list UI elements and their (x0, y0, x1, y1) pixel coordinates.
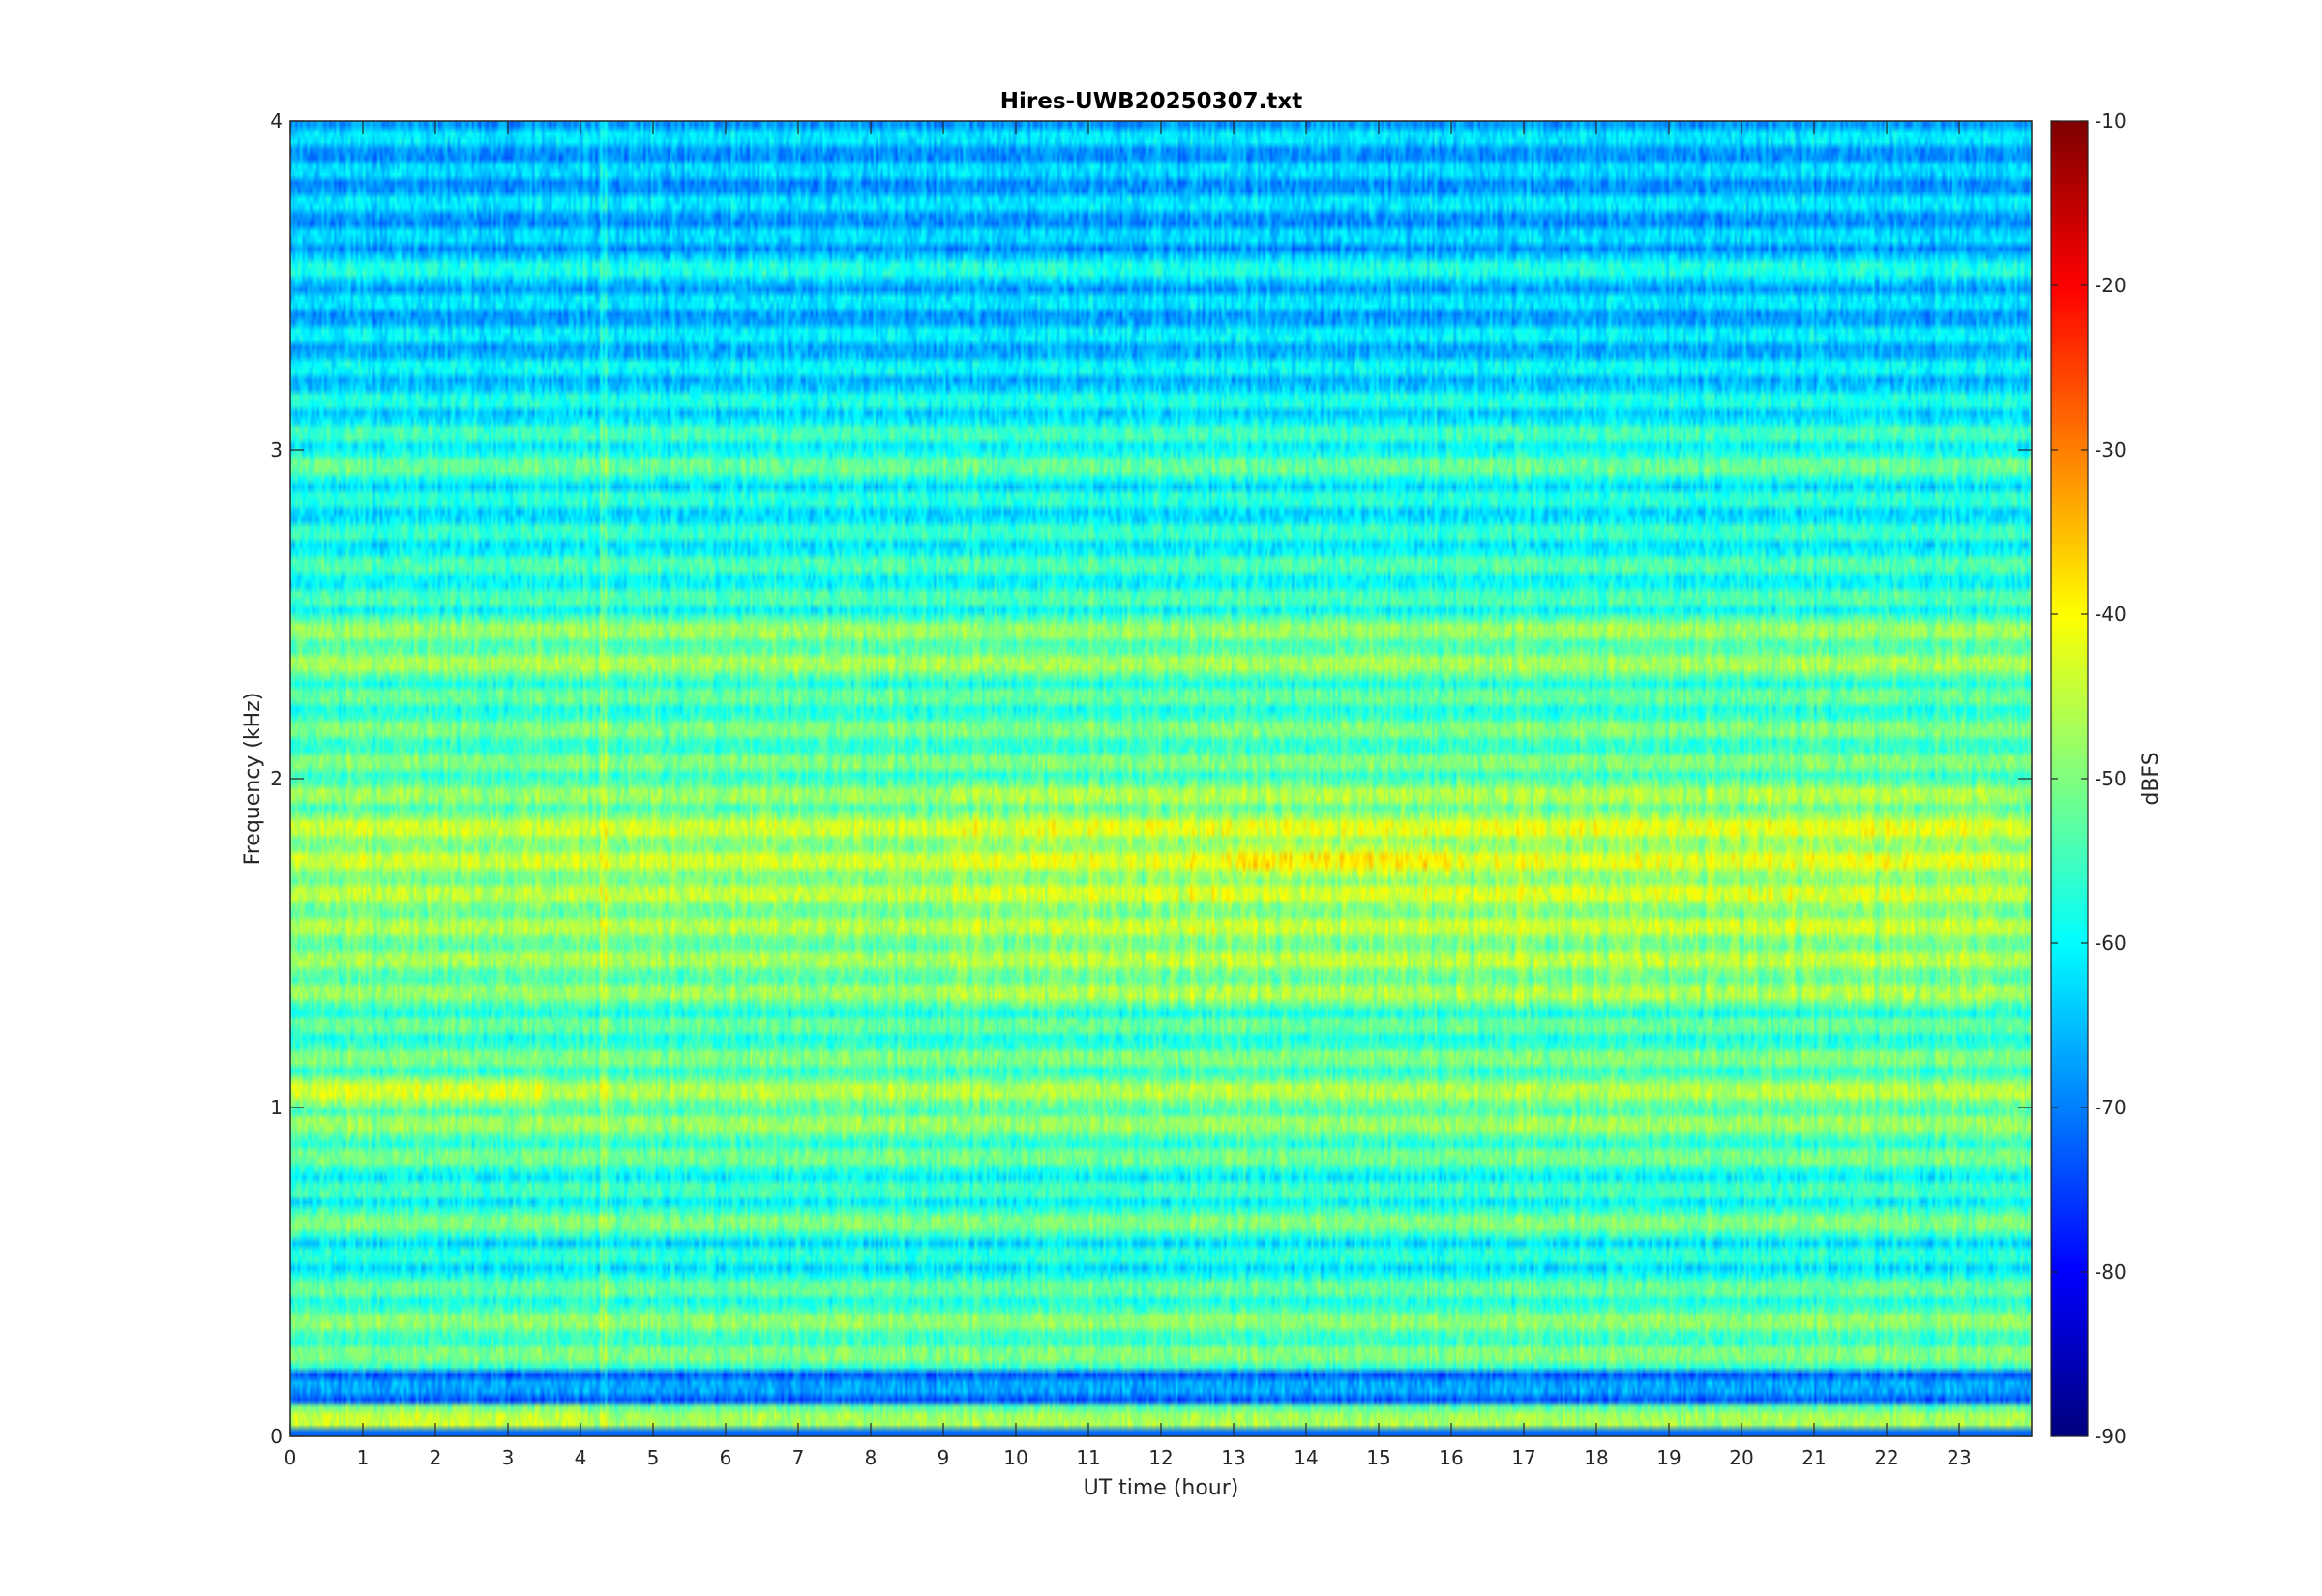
x-tick-label: 7 (792, 1446, 805, 1469)
x-tick-label: 3 (502, 1446, 515, 1469)
y-tick-label: 4 (270, 109, 283, 133)
y-tick-label: 2 (270, 767, 283, 790)
x-tick-label: 0 (284, 1446, 297, 1469)
x-tick-label: 1 (357, 1446, 370, 1469)
colorbar-axis: -10 -20 -30 -40 -50 -60 -70 -80 -90 (2051, 109, 2127, 1448)
chart-title: Hires-UWB20250307.txt (1000, 89, 1302, 114)
x-tick-label: 5 (647, 1446, 660, 1469)
x-tick-label: 21 (1801, 1446, 1826, 1469)
colorbar-tick-label: -60 (2095, 931, 2127, 955)
x-tick-label: 6 (720, 1446, 732, 1469)
colorbar-tick-label: -50 (2095, 767, 2127, 790)
colorbar-tick-label: -70 (2095, 1096, 2127, 1119)
y-axis-label: Frequency (kHz) (241, 693, 265, 866)
x-tick-label: 17 (1511, 1446, 1535, 1469)
spectrogram-heatmap (290, 121, 2032, 1436)
colorbar-tick-label: -30 (2095, 438, 2127, 461)
x-tick-label: 22 (1874, 1446, 1898, 1469)
x-tick-label: 15 (1366, 1446, 1390, 1469)
colorbar-label: dBFS (2139, 752, 2163, 805)
x-axis: 0 1 2 3 4 5 6 7 8 9 10 11 12 13 14 15 16 17 18 19 20 21 22 23 (284, 121, 1972, 1469)
x-tick-label: 8 (865, 1446, 878, 1469)
y-tick-label: 1 (270, 1096, 283, 1119)
x-axis-label: UT time (hour) (1084, 1476, 1239, 1500)
x-tick-label: 9 (938, 1446, 950, 1469)
x-tick-label: 19 (1656, 1446, 1681, 1469)
y-axis: 0 1 2 3 4 (270, 109, 2032, 1448)
x-tick-label: 13 (1221, 1446, 1245, 1469)
colorbar-tick-label: -10 (2095, 109, 2127, 133)
colorbar-tick-label: -80 (2095, 1260, 2127, 1284)
colorbar-tick-label: -40 (2095, 603, 2127, 626)
x-tick-label: 14 (1294, 1446, 1318, 1469)
x-tick-label: 16 (1439, 1446, 1463, 1469)
y-tick-label: 0 (270, 1425, 283, 1448)
x-tick-label: 20 (1729, 1446, 1753, 1469)
x-tick-label: 12 (1148, 1446, 1173, 1469)
x-tick-label: 18 (1584, 1446, 1608, 1469)
x-tick-label: 2 (430, 1446, 442, 1469)
colorbar-tick-label: -90 (2095, 1425, 2127, 1448)
x-tick-label: 10 (1003, 1446, 1027, 1469)
x-tick-label: 23 (1947, 1446, 1971, 1469)
y-tick-label: 3 (270, 438, 283, 461)
x-tick-label: 4 (575, 1446, 587, 1469)
x-tick-label: 11 (1076, 1446, 1100, 1469)
colorbar-tick-label: -20 (2095, 274, 2127, 297)
